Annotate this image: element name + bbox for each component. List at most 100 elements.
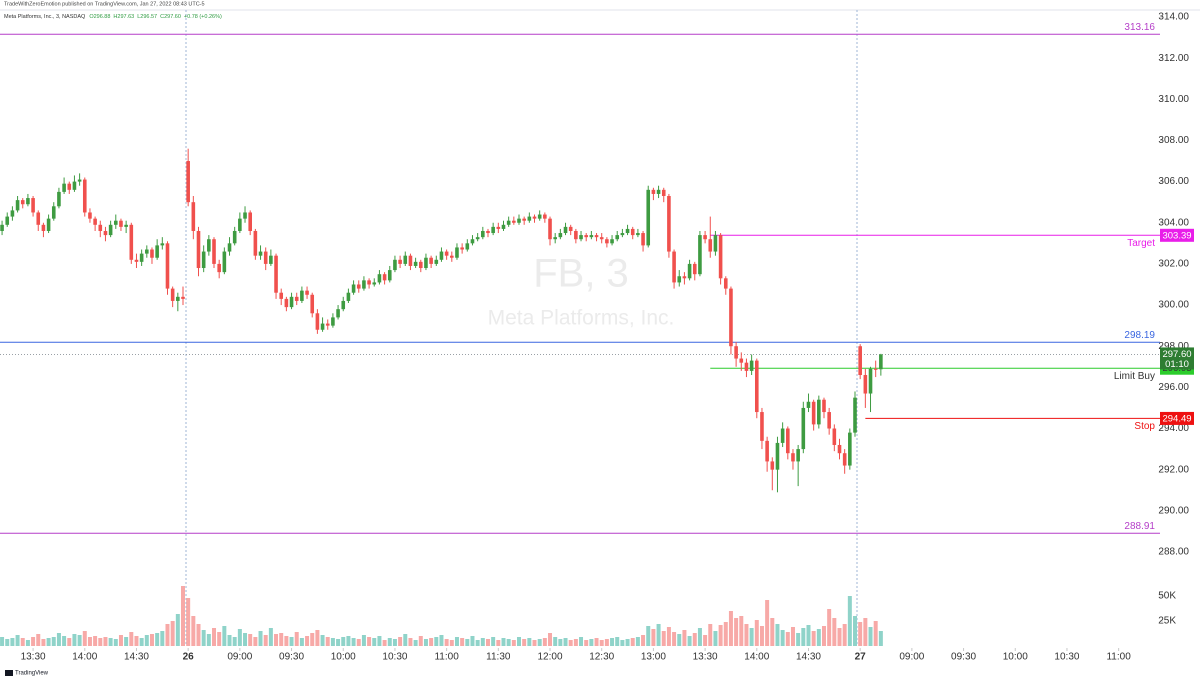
candle-body [455, 247, 459, 258]
candle-body [744, 362, 749, 371]
volume-bar [697, 628, 702, 646]
candle-body [501, 224, 506, 229]
volume-bar [62, 636, 67, 646]
volume-bar [82, 631, 87, 646]
volume-bar [155, 633, 160, 646]
x-tick-label: 13:30 [21, 652, 46, 663]
volume-bar [672, 632, 677, 646]
volume-bar [341, 637, 346, 646]
volume-bar [423, 639, 428, 646]
candle-body [274, 255, 278, 293]
candle-body [615, 235, 620, 240]
candle-body [749, 360, 754, 371]
volume-bar [403, 634, 408, 646]
candle-body [269, 255, 273, 264]
candle-body [868, 368, 873, 394]
candle-body [351, 284, 356, 293]
volume-bar [46, 638, 51, 646]
volume-bar [118, 635, 123, 646]
candle-body [346, 292, 351, 301]
candle-body [739, 358, 744, 363]
volume-bar [439, 635, 444, 646]
volume-bar [656, 624, 661, 646]
candle-body [496, 226, 501, 229]
candle-body [145, 249, 149, 254]
candle-body [568, 226, 573, 231]
volume-bar [749, 628, 754, 646]
volume-bar [124, 637, 129, 646]
volume-bar [470, 636, 475, 646]
volume-bar [790, 627, 795, 646]
candle-body [589, 235, 594, 238]
level-tag [1160, 411, 1194, 425]
candle-body [486, 230, 490, 234]
candle-body [775, 442, 780, 470]
volume-bar [837, 628, 842, 646]
volume-bar [584, 640, 589, 646]
candle-body [475, 237, 480, 240]
candle-body [579, 235, 583, 240]
volume-bar [858, 622, 863, 646]
candle-body [450, 255, 454, 258]
volume-bar [708, 624, 713, 646]
candle-body [377, 274, 382, 283]
volume-bar [811, 631, 816, 646]
volume-bar [765, 600, 770, 646]
volume-bar [821, 626, 826, 646]
volume-bar [413, 640, 418, 646]
ohlc-high: H297.63 [113, 14, 134, 20]
x-tick-label: 09:30 [951, 652, 976, 663]
volume-bar [522, 639, 527, 646]
volume-bar [336, 639, 341, 646]
volume-bar [315, 630, 320, 646]
volume-bar [346, 636, 351, 646]
volume-bar [253, 637, 258, 646]
candle-body [620, 233, 625, 236]
x-tick-label: 14:00 [744, 652, 769, 663]
volume-bar [449, 640, 454, 646]
candle-body [837, 444, 842, 454]
candle-body [687, 263, 692, 279]
volume-bar [728, 611, 733, 646]
y-tick-label: 292.00 [1158, 464, 1189, 475]
candle-body [672, 251, 676, 283]
volume-bar [775, 624, 780, 646]
candle-body [413, 261, 418, 266]
volume-bar [77, 635, 82, 646]
volume-bar [289, 637, 294, 646]
volume-bar [108, 638, 113, 646]
candle-body [124, 224, 128, 227]
candle-body [238, 218, 242, 231]
volume-bar [175, 614, 180, 646]
x-tick-label: 12:00 [538, 652, 563, 663]
candle-body [176, 296, 180, 301]
candle-body [253, 230, 258, 256]
volume-bar [103, 637, 108, 646]
candle-body [563, 226, 568, 234]
volume-bar [191, 616, 196, 646]
volume-bar [129, 632, 134, 646]
candle-body [31, 198, 35, 213]
volume-bar [31, 637, 36, 646]
x-tick-label: 10:00 [1003, 652, 1028, 663]
volume-bar [196, 624, 201, 646]
y-tick-label: 304.00 [1158, 217, 1189, 228]
volume-bar [589, 639, 594, 646]
volume-bar [51, 637, 56, 646]
footer: TradingView [15, 671, 49, 677]
candle-body [170, 288, 175, 301]
candle-body [873, 368, 878, 370]
volume-bar [392, 639, 397, 646]
volume-bar [201, 630, 206, 646]
volume-bar [677, 634, 682, 646]
volume-tick-label: 25K [1158, 616, 1176, 627]
candle-body [77, 179, 82, 182]
y-tick-label: 298.00 [1158, 341, 1189, 352]
candle-body [848, 432, 852, 466]
volume-bar [232, 637, 237, 646]
volume-bar [579, 637, 584, 646]
volume-bar [310, 633, 315, 646]
volume-bar [268, 628, 273, 646]
candle-body [20, 200, 25, 205]
ohlc-open: O296.88 [89, 14, 110, 20]
